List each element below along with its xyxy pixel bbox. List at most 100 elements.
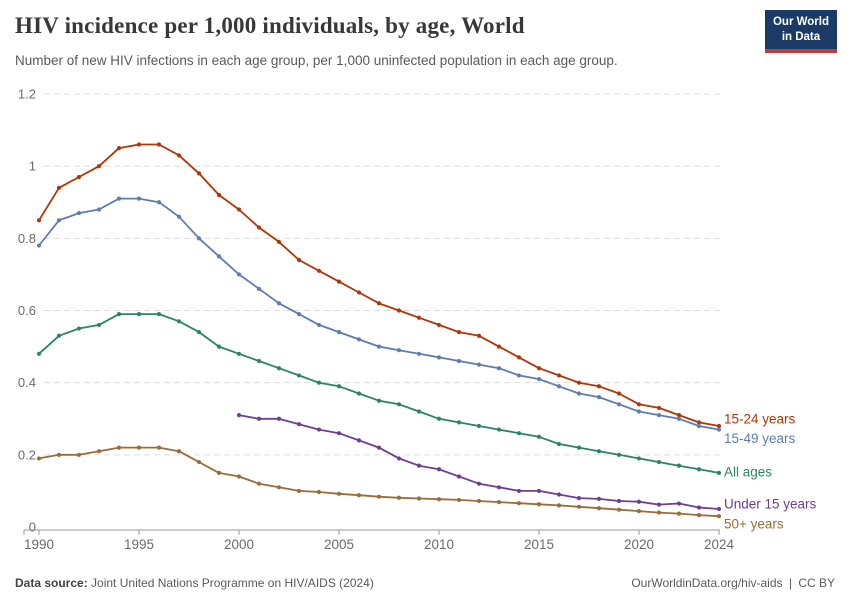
data-point-15-24-years-1994 — [116, 146, 122, 151]
chart-footer: Data source: Joint United Nations Progra… — [15, 576, 835, 590]
x-axis-label-1990: 1990 — [24, 537, 54, 552]
data-point-all-ages-2015 — [536, 434, 542, 439]
data-point-all-ages-2007 — [376, 398, 382, 403]
data-point-all-ages-2011 — [456, 420, 462, 425]
data-point-15-49-years-2018 — [596, 395, 602, 400]
data-point-15-49-years-2007 — [376, 344, 382, 349]
data-point-15-49-years-2004 — [316, 322, 322, 328]
data-point-all-ages-2004 — [316, 380, 322, 385]
data-point-under-15-years-2021 — [656, 502, 662, 507]
data-point-all-ages-2019 — [616, 452, 622, 457]
data-point-50-years-2012 — [476, 498, 482, 504]
data-point-under-15-years-2014 — [516, 488, 522, 494]
data-point-under-15-years-2002 — [276, 416, 282, 421]
data-point-under-15-years-2013 — [496, 485, 502, 490]
data-point-50-years-1991 — [56, 452, 62, 457]
series-line-15-24-years — [38, 143, 720, 427]
data-point-15-49-years-2014 — [516, 373, 522, 378]
data-point-under-15-years-2022 — [676, 501, 682, 506]
data-point-15-49-years-2000 — [236, 272, 242, 277]
data-point-15-24-years-2005 — [336, 279, 342, 284]
data-point-50-years-1998 — [196, 459, 202, 465]
data-point-under-15-years-2004 — [316, 427, 322, 432]
data-point-under-15-years-2005 — [336, 431, 342, 436]
data-point-all-ages-2020 — [636, 456, 642, 461]
data-point-all-ages-2006 — [356, 391, 362, 396]
data-point-15-24-years-1996 — [156, 142, 162, 147]
legend-label-under-15-years[interactable]: Under 15 years — [724, 496, 817, 511]
owid-logo-line1: Our World — [772, 16, 829, 28]
data-point-under-15-years-2017 — [576, 496, 582, 501]
data-point-15-49-years-2015 — [536, 376, 542, 382]
data-point-all-ages-2016 — [556, 441, 562, 447]
data-point-all-ages-1999 — [216, 344, 222, 349]
data-point-15-24-years-2013 — [496, 344, 502, 349]
legend-label-50-years[interactable]: 50+ years — [724, 517, 784, 532]
legend-label-15-49-years[interactable]: 15-49 years — [724, 431, 796, 446]
data-point-15-24-years-2024 — [716, 423, 722, 429]
data-point-50-years-1993 — [96, 449, 102, 454]
data-point-15-24-years-2009 — [416, 315, 422, 320]
data-point-all-ages-1993 — [96, 322, 102, 328]
owid-url-link[interactable]: OurWorldinData.org/hiv-aids — [631, 576, 783, 590]
data-point-15-24-years-1993 — [96, 164, 102, 169]
legend-label-15-24-years[interactable]: 15-24 years — [724, 411, 796, 426]
data-point-50-years-1996 — [156, 445, 162, 450]
series-all-ages — [36, 312, 722, 475]
data-point-all-ages-2008 — [396, 402, 402, 407]
data-point-under-15-years-2011 — [456, 474, 462, 479]
data-source-text: Joint United Nations Programme on HIV/AI… — [91, 576, 374, 590]
data-point-50-years-2016 — [556, 503, 562, 508]
data-point-all-ages-1991 — [56, 333, 62, 338]
data-point-50-years-2019 — [616, 507, 622, 512]
data-point-15-49-years-1995 — [136, 196, 142, 201]
y-axis-label-1: 1 — [29, 159, 36, 174]
data-point-15-49-years-2001 — [256, 286, 262, 291]
x-axis-label-2024: 2024 — [704, 537, 735, 552]
data-point-15-49-years-2011 — [456, 358, 462, 364]
data-point-50-years-2013 — [496, 500, 502, 505]
data-point-15-49-years-1992 — [76, 210, 82, 216]
y-axis-label-0.2: 0.2 — [18, 447, 36, 462]
y-axis-label-1.2: 1.2 — [18, 87, 36, 102]
data-point-50-years-1995 — [136, 445, 142, 450]
data-point-under-15-years-2001 — [256, 416, 262, 421]
data-point-15-24-years-1990 — [36, 218, 42, 223]
data-point-50-years-1992 — [76, 452, 82, 457]
data-point-all-ages-2022 — [676, 463, 682, 468]
data-point-15-24-years-2023 — [696, 420, 702, 425]
data-point-15-24-years-1997 — [176, 153, 182, 158]
data-point-15-24-years-2016 — [556, 373, 562, 378]
data-point-15-49-years-1993 — [96, 207, 102, 212]
data-point-all-ages-2001 — [256, 358, 262, 364]
data-point-15-49-years-1990 — [36, 243, 42, 248]
data-point-50-years-2021 — [656, 510, 662, 515]
legend-label-all-ages[interactable]: All ages — [724, 464, 772, 479]
data-point-15-24-years-2015 — [536, 366, 542, 371]
data-point-all-ages-2014 — [516, 431, 522, 436]
data-point-50-years-2008 — [396, 495, 402, 500]
data-point-under-15-years-2016 — [556, 492, 562, 497]
data-point-50-years-2017 — [576, 504, 582, 509]
data-point-15-49-years-2020 — [636, 409, 642, 414]
data-point-all-ages-2009 — [416, 409, 422, 414]
data-point-15-49-years-2006 — [356, 337, 362, 342]
data-point-under-15-years-2008 — [396, 456, 402, 461]
data-point-15-49-years-2024 — [716, 427, 722, 432]
data-point-under-15-years-2019 — [616, 498, 622, 504]
data-point-under-15-years-2012 — [476, 481, 482, 486]
data-point-under-15-years-2018 — [596, 496, 602, 501]
data-point-15-49-years-1997 — [176, 214, 182, 219]
x-axis-label-1995: 1995 — [124, 537, 154, 552]
data-point-15-24-years-2012 — [476, 333, 482, 338]
data-point-50-years-2009 — [416, 496, 422, 501]
data-point-all-ages-2021 — [656, 459, 662, 465]
data-point-50-years-1999 — [216, 470, 222, 475]
data-point-15-49-years-2017 — [576, 391, 582, 396]
data-point-15-49-years-1998 — [196, 236, 202, 241]
owid-logo: Our World in Data — [764, 10, 837, 53]
data-source-label: Data source: — [15, 576, 88, 590]
y-axis-label-0.6: 0.6 — [18, 303, 36, 318]
data-point-50-years-1990 — [36, 456, 42, 461]
data-point-15-24-years-2003 — [296, 257, 302, 263]
